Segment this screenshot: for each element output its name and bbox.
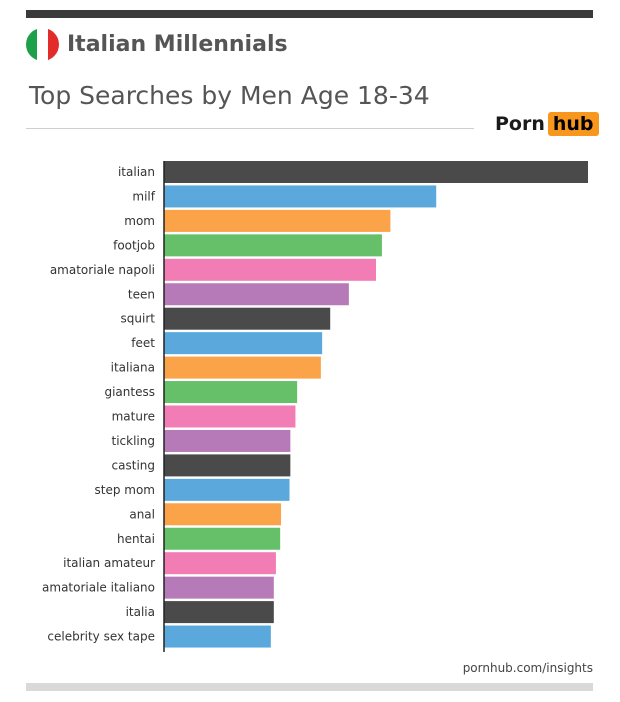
category-label: italia [126,605,155,619]
bar-tickling [164,429,291,452]
bar-footjob [164,234,382,257]
pornhub-logo: Porn hub [495,110,599,137]
flag-green-stripe [26,28,37,61]
category-label: italian amateur [63,556,155,570]
category-label: amatoriale napoli [50,263,155,277]
category-label: teen [128,287,155,301]
top-bar [26,10,593,18]
category-label: step mom [95,483,156,497]
bar-squirt [164,307,331,330]
category-label: casting [112,458,155,472]
bar-italia [164,601,274,624]
footer-link[interactable]: pornhub.com/insights [462,661,593,675]
bar-step-mom [164,478,290,501]
bar-feet [164,332,323,355]
bottom-bar [26,683,593,691]
category-label: mature [112,410,155,424]
bar-giantess [164,381,298,404]
category-label: tickling [112,434,155,448]
category-label: italiana [111,361,155,375]
category-label: squirt [121,312,156,326]
bar-amatoriale-italiano [164,576,274,599]
flag-red-stripe [48,28,59,61]
logo-text-right: hub [547,111,599,136]
bar-italian [164,161,588,183]
bar-chart: italian milf mom footjob amatoriale napoli te… [42,161,588,652]
category-label: mom [124,214,155,228]
bar-hentai [164,527,281,550]
bar-italiana [164,356,321,379]
category-label: footjob [113,238,155,252]
logo-text-left: Porn [495,112,545,135]
chart-subtitle: Top Searches by Men Age 18-34 [29,81,430,110]
category-label: celebrity sex tape [47,630,155,644]
category-label: italian [118,165,155,179]
category-label: feet [131,336,155,350]
bar-milf [164,185,437,208]
bar-anal [164,503,282,526]
bar-mom [164,209,391,232]
category-label: amatoriale italiano [42,581,155,595]
category-label: giantess [104,385,155,399]
category-label: milf [132,189,155,203]
category-label: hentai [117,532,155,546]
flag-white-stripe [37,28,48,61]
bar-mature [164,405,296,428]
bar-italian-amateur [164,552,276,575]
italy-flag-icon [26,28,59,61]
bar-casting [164,454,291,477]
category-label: anal [129,507,155,521]
header-divider [26,128,474,129]
header-title: Italian Millennials [67,32,288,57]
bar-amatoriale-napoli [164,258,376,281]
bar-celebrity-sex-tape [164,625,271,648]
bar-teen [164,283,349,306]
